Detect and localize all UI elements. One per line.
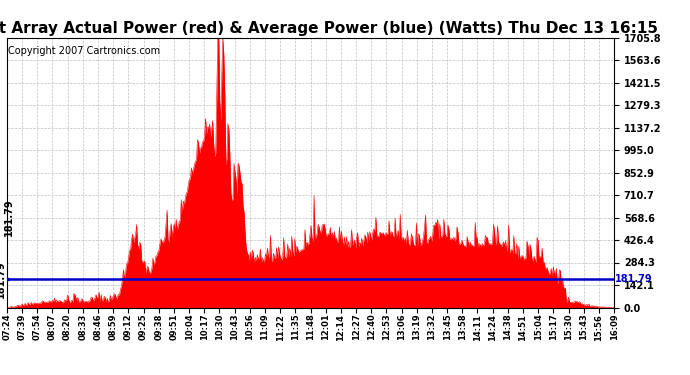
Text: 181.79: 181.79: [615, 274, 653, 284]
Text: 181.79: 181.79: [0, 260, 6, 297]
Text: 181.79: 181.79: [3, 199, 13, 236]
Text: Copyright 2007 Cartronics.com: Copyright 2007 Cartronics.com: [8, 46, 160, 56]
Title: West Array Actual Power (red) & Average Power (blue) (Watts) Thu Dec 13 16:15: West Array Actual Power (red) & Average …: [0, 21, 658, 36]
